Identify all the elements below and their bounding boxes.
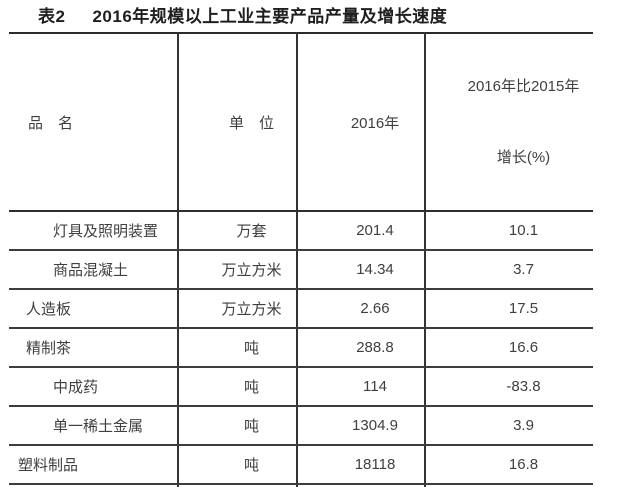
product-name-cell: 人造板: [9, 289, 179, 329]
growth-cell: 10.1: [425, 211, 593, 251]
value-2016-cell: 288.8: [297, 328, 426, 368]
header-row: 品 名 单 位 2016年 2016年比2015年 增长(%): [9, 33, 593, 212]
unit-cell: 吨: [178, 328, 298, 368]
table-body: 灯具及照明装置 万套 201.4 10.1 商品混凝土 万立方米 14.34 3…: [9, 211, 593, 487]
table-title: 表2 2016年规模以上工业主要产品产量及增长速度: [38, 2, 447, 27]
growth-cell: 3.9: [425, 406, 593, 446]
table-row: 人造板 万立方米 2.66 17.5: [9, 289, 593, 329]
unit-cell: 吨: [178, 484, 298, 487]
value-2016-cell: 2.66: [297, 289, 426, 329]
header-growth-line1: 2016年比2015年: [467, 78, 580, 95]
growth-cell: -83.8: [425, 367, 593, 407]
table-header: 品 名 单 位 2016年 2016年比2015年 增长(%): [9, 33, 593, 212]
value-2016-cell: 114: [297, 367, 426, 407]
header-growth-line2: 增长(%): [496, 149, 551, 166]
product-name-cell: 商品混凝土: [9, 250, 179, 290]
product-name-cell: 灯具及照明装置: [9, 211, 179, 251]
unit-cell: 吨: [178, 367, 298, 407]
product-name-cell: 塑料制品: [9, 445, 179, 485]
header-unit: 单 位: [178, 33, 298, 212]
value-2016-cell: 14.34: [297, 250, 426, 290]
header-product: 品 名: [9, 33, 179, 212]
unit-cell: 万立方米: [178, 289, 298, 329]
product-name-cell: 纸制品: [9, 484, 179, 487]
table-title-text: 2016年规模以上工业主要产品产量及增长速度: [92, 7, 448, 26]
header-growth: 2016年比2015年 增长(%): [425, 33, 593, 212]
table-row: 精制茶 吨 288.8 16.6: [9, 328, 593, 368]
value-2016-cell: 201.4: [297, 211, 426, 251]
products-table: 品 名 单 位 2016年 2016年比2015年 增长(%) 灯具及照明装置 …: [9, 32, 593, 487]
unit-cell: 吨: [178, 406, 298, 446]
table-row: 商品混凝土 万立方米 14.34 3.7: [9, 250, 593, 290]
growth-cell: 17.5: [425, 289, 593, 329]
growth-cell: 16.8: [425, 445, 593, 485]
value-2016-cell: 18118: [297, 445, 426, 485]
product-name-cell: 中成药: [9, 367, 179, 407]
unit-cell: 万立方米: [178, 250, 298, 290]
unit-cell: 万套: [178, 211, 298, 251]
growth-cell: 16.6: [425, 328, 593, 368]
value-2016-cell: 1304.9: [297, 406, 426, 446]
product-name-cell: 精制茶: [9, 328, 179, 368]
table-row: 灯具及照明装置 万套 201.4 10.1: [9, 211, 593, 251]
table-row: 中成药 吨 114 -83.8: [9, 367, 593, 407]
product-name-cell: 单一稀土金属: [9, 406, 179, 446]
table-row: 塑料制品 吨 18118 16.8: [9, 445, 593, 485]
unit-cell: 吨: [178, 445, 298, 485]
header-year: 2016年: [297, 33, 426, 212]
table-row: 单一稀土金属 吨 1304.9 3.9: [9, 406, 593, 446]
growth-cell: 17.3: [425, 484, 593, 487]
table-row: 纸制品 吨 33895.5 17.3: [9, 484, 593, 487]
growth-cell: 3.7: [425, 250, 593, 290]
table-number-label: 表2: [38, 7, 66, 26]
value-2016-cell: 33895.5: [297, 484, 426, 487]
